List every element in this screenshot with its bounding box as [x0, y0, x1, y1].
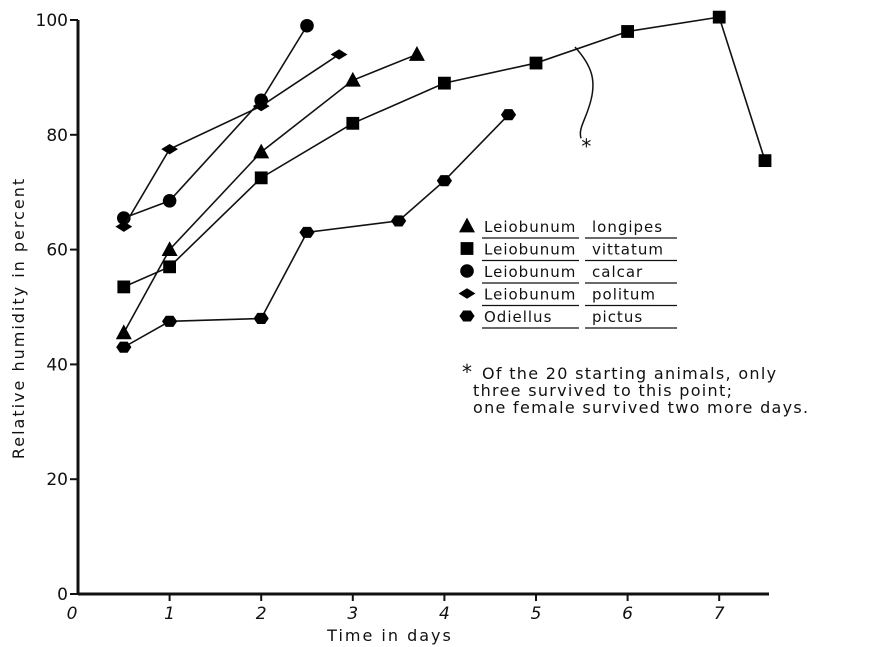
annotation-text-line: one female survived two more days. — [473, 398, 809, 417]
data-point — [713, 11, 726, 24]
data-point — [501, 109, 516, 120]
data-point — [621, 25, 634, 38]
legend-species: pictus — [592, 308, 643, 326]
data-point — [253, 144, 269, 159]
legend-entry-vittatum: Leiobunum vittatum — [461, 241, 677, 261]
x-tick-label: 0 — [67, 604, 78, 624]
data-point — [300, 19, 314, 33]
data-point — [115, 221, 132, 231]
y-tick-label: 60 — [46, 241, 68, 261]
y-axis-label: Relative humidity in percent — [9, 177, 28, 459]
data-point — [163, 260, 176, 273]
y-tick-label: 80 — [46, 126, 68, 146]
series-line — [124, 17, 765, 287]
y-tick-label: 0 — [57, 585, 68, 605]
data-point — [346, 117, 359, 130]
legend-species: longipes — [592, 218, 663, 236]
data-point — [438, 77, 451, 90]
data-point — [409, 46, 425, 61]
x-tick-label: 5 — [531, 604, 542, 624]
x-axis-label: Time in days — [326, 626, 453, 645]
legend-marker — [459, 218, 475, 233]
annotation-leader-line — [575, 47, 593, 138]
x-tick-label: 6 — [622, 604, 633, 624]
annotation-note-asterisk: * — [462, 360, 472, 384]
legend-genus: Leiobunum — [484, 241, 576, 259]
data-point — [117, 281, 130, 294]
data-point — [759, 154, 772, 167]
series-vittatum — [117, 11, 771, 294]
x-tick-label: 1 — [164, 604, 175, 624]
data-point — [254, 313, 269, 324]
legend-marker — [459, 288, 476, 298]
x-tick-label: 4 — [439, 604, 450, 624]
data-point — [530, 57, 543, 70]
legend-entry-longipes: Leiobunum longipes — [459, 218, 677, 238]
data-point — [163, 194, 177, 208]
legend-species: vittatum — [592, 241, 664, 259]
x-tick-label: 3 — [347, 604, 358, 624]
legend-entry-politum: Leiobunum politum — [459, 286, 677, 306]
data-point — [299, 227, 314, 238]
data-point — [116, 324, 132, 339]
legend-entry-calcar: Leiobunum calcar — [460, 263, 677, 283]
data-point — [255, 171, 268, 184]
x-tick-label: 7 — [714, 604, 725, 624]
series-line — [124, 54, 339, 226]
series-longipes — [116, 46, 425, 339]
legend-marker — [459, 310, 474, 321]
legend-marker — [460, 264, 474, 278]
legend-genus: Leiobunum — [484, 218, 576, 236]
y-tick-label: 100 — [36, 11, 68, 31]
legend-entry-pictus: Odiellus pictus — [459, 308, 677, 328]
y-tick-label: 40 — [46, 355, 68, 375]
x-tick-label: 2 — [256, 604, 267, 624]
series-politum — [115, 49, 347, 232]
y-tick-label: 20 — [46, 470, 68, 490]
legend-genus: Leiobunum — [484, 286, 576, 304]
legend-marker — [461, 242, 474, 255]
legend-genus: Odiellus — [484, 308, 552, 326]
series-line — [124, 26, 307, 218]
legend-species: politum — [592, 286, 656, 304]
annotation-asterisk: * — [581, 134, 591, 158]
series-line — [124, 54, 417, 332]
data-point — [345, 72, 361, 87]
legend-species: calcar — [592, 263, 643, 281]
series-layer — [115, 11, 771, 353]
series-line — [124, 115, 509, 347]
legend-genus: Leiobunum — [484, 263, 576, 281]
series-calcar — [117, 19, 314, 225]
axes: 0 1 2 3 4 5 6 7 0 20 40 60 80 100 — [36, 11, 769, 624]
